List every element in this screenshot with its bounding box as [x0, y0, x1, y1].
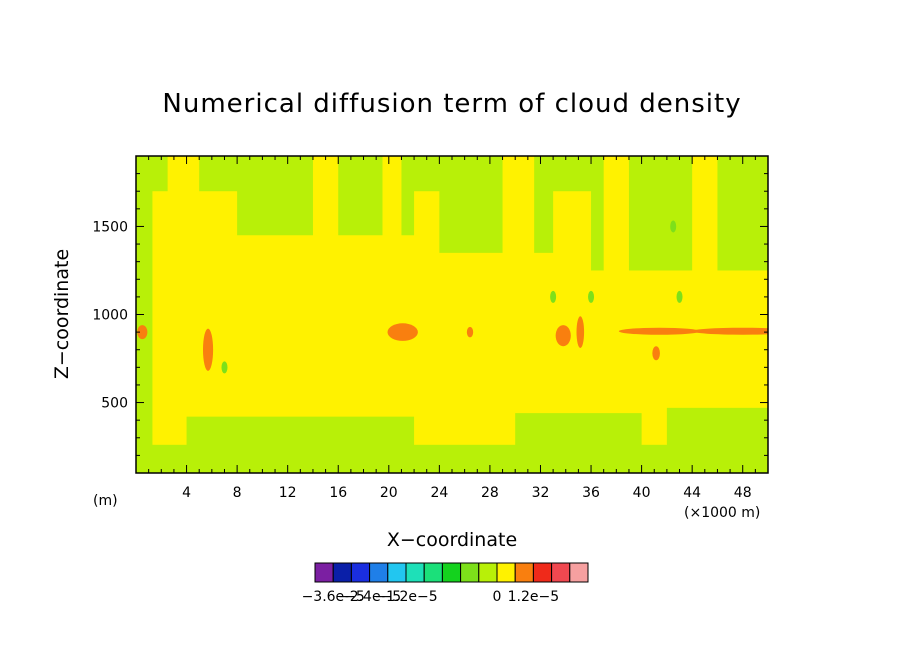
colorbar-swatch	[569, 562, 589, 583]
field-streak-2	[382, 156, 402, 297]
x-tick-label: 20	[380, 485, 398, 501]
field-streak-5	[692, 156, 718, 297]
y-tick-label: 500	[101, 396, 128, 412]
colorbar-label: −1.2e−5	[374, 589, 437, 605]
chart-title: Numerical diffusion term of cloud densit…	[162, 89, 741, 119]
field-patch-positive-6	[618, 327, 700, 335]
field-patch-negative-1	[588, 290, 595, 303]
x-tick-label: 36	[582, 485, 600, 501]
x-axis-label: X−coordinate	[387, 529, 517, 551]
field-streak-4	[603, 156, 629, 297]
x-axis-ticks: 4 8 12 16 20 24 28 32 36 40 44 48	[148, 156, 756, 501]
y-axis-ticks: 500 1000 1500	[92, 173, 768, 456]
y-unit-label: (m)	[93, 493, 118, 509]
field-patch-negative-2	[670, 220, 677, 233]
x-tick-label: 12	[279, 485, 297, 501]
colorbar-swatch	[314, 562, 334, 583]
y-tick-label: 1000	[92, 308, 128, 324]
colorbar-swatch	[551, 562, 571, 583]
x-tick-label: 44	[683, 485, 701, 501]
colorbar: −3.6e−5−2.4e−5−1.2e−5 0 1.2e−5	[302, 562, 589, 605]
colorbar-swatch	[332, 562, 352, 583]
x-tick-label: 4	[182, 485, 191, 501]
field-band-bottom-2	[515, 413, 642, 473]
y-axis-label: Z−coordinate	[51, 249, 73, 379]
colorbar-swatch	[350, 562, 371, 583]
colorbar-swatch	[369, 562, 389, 583]
colorbar-swatch	[441, 562, 462, 583]
field-band-top-2	[439, 156, 554, 253]
field-patch-negative-4	[221, 361, 228, 374]
colorbar-swatch	[532, 562, 553, 583]
field-streak-3	[502, 156, 535, 297]
colorbar-label: −2.4e−5	[338, 589, 401, 605]
field-patch-negative-0	[550, 290, 557, 303]
colorbar-label: 1.2e−5	[508, 589, 560, 605]
x-tick-label: 32	[532, 485, 550, 501]
field-patch-positive-0	[137, 325, 148, 340]
field-band-left	[136, 156, 153, 473]
colorbar-swatch	[405, 562, 425, 583]
field-patch-positive-5	[576, 316, 585, 348]
colorbar-swatch	[496, 562, 516, 583]
colorbar-swatch	[514, 562, 534, 583]
field-band-bottom-3	[666, 407, 768, 473]
field-patch-positive-4	[555, 325, 571, 347]
field-band-bottom-1	[186, 416, 415, 473]
field-patch-positive-8	[692, 327, 768, 335]
field-streak-1	[312, 156, 339, 297]
field-patch-positive-1	[202, 328, 214, 371]
field-patch-negative-3	[676, 290, 683, 303]
x-tick-label: 48	[734, 485, 752, 501]
x-unit-label: (×1000 m)	[684, 505, 760, 521]
x-tick-label: 28	[481, 485, 499, 501]
field-streak-0	[167, 156, 200, 297]
colorbar-label: 0	[493, 589, 502, 605]
colorbar-swatch	[460, 562, 480, 583]
field-patch-positive-7	[652, 346, 660, 361]
heatmap-field	[136, 156, 768, 473]
x-tick-label: 8	[233, 485, 242, 501]
colorbar-swatch	[423, 562, 443, 583]
x-tick-label: 16	[329, 485, 347, 501]
y-tick-label: 1500	[92, 219, 128, 235]
colorbar-swatch	[478, 562, 498, 583]
x-tick-label: 40	[633, 485, 651, 501]
colorbar-swatch	[387, 562, 407, 583]
field-patch-positive-3	[466, 326, 474, 338]
field-patch-positive-2	[387, 323, 418, 341]
x-tick-label: 24	[430, 485, 448, 501]
colorbar-label: −3.6e−5	[302, 589, 365, 605]
